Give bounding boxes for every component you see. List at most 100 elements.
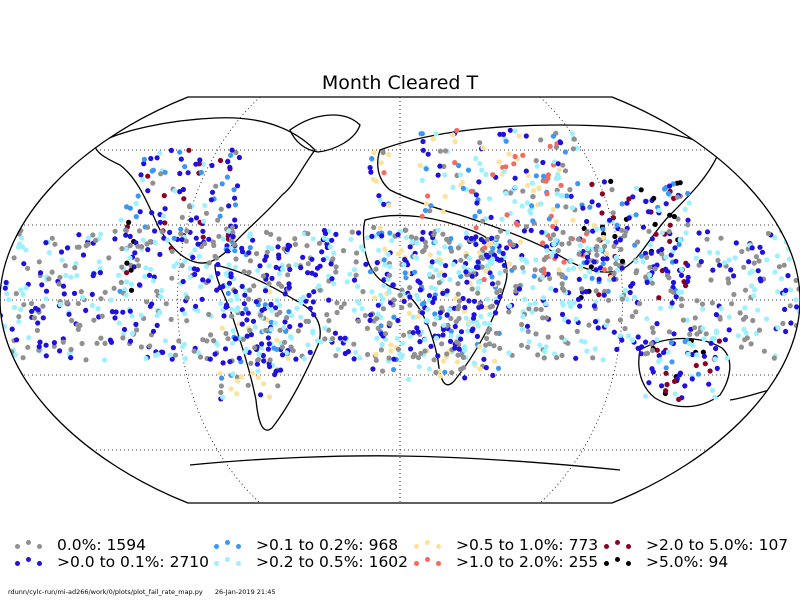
station-dot [483,365,489,371]
station-dot [333,269,339,275]
station-dot [277,302,283,308]
station-dot [643,339,649,345]
station-dot [458,366,464,372]
station-dot [123,232,129,238]
station-dot [524,259,530,265]
station-dot [129,313,135,319]
station-dot [520,188,526,194]
station-dot [35,320,41,326]
station-dot [516,133,522,139]
station-dot [14,337,20,343]
station-dot [796,265,800,271]
station-dot [186,204,193,210]
station-dot [74,273,80,279]
station-dot [468,188,474,194]
station-dot [140,237,146,243]
station-dot [23,285,29,291]
station-dot [311,289,317,295]
station-dot [555,161,561,167]
station-dot [602,288,608,294]
station-dot [573,355,579,361]
station-dot [169,275,175,281]
station-dot [420,229,426,235]
station-dot [206,236,212,242]
station-dot [700,349,707,355]
station-dot [128,281,134,287]
station-dot [543,178,549,184]
station-dot [0,337,4,343]
station-dot [230,371,236,377]
station-dot [522,296,528,302]
station-dot [154,312,160,319]
station-dot [567,187,573,193]
station-dot [532,300,538,306]
station-dot [440,290,446,296]
legend-item-0: 0.0%: 1594 [15,536,146,554]
station-dot [246,269,252,275]
station-dot [676,396,682,402]
station-dot [230,328,236,334]
station-dot [74,244,80,250]
station-dot [417,287,423,293]
station-dot [136,282,143,288]
station-dot [266,281,272,287]
station-dot [202,241,208,247]
station-dot [494,234,500,240]
station-dot [452,138,458,145]
station-dot [441,358,447,364]
station-dot [369,289,375,295]
station-dot [403,227,409,233]
station-dot [126,219,132,225]
station-dot [180,186,186,193]
station-dot [610,215,617,221]
station-dot [689,376,695,382]
station-dot [489,274,495,280]
station-dot [380,306,386,312]
station-dot [469,273,475,279]
station-dot [217,371,223,377]
station-dot [133,200,139,207]
station-dot [369,233,375,239]
station-dot [494,289,500,295]
station-dot [127,308,133,314]
station-dot [493,242,499,248]
station-dot [534,163,540,169]
station-dot [487,326,493,332]
station-dot [169,356,175,362]
station-dot [86,235,92,241]
station-dot [292,236,298,242]
station-dot [162,206,168,212]
station-dot [564,193,570,199]
station-dot [763,316,770,322]
station-dot [606,297,612,303]
station-dot [148,155,154,162]
station-dot [402,256,408,263]
station-dot [776,264,783,270]
station-dot [725,276,731,282]
station-dot [330,256,336,262]
station-dot [619,265,625,271]
station-dot [221,313,227,319]
station-dot [559,273,565,280]
station-dot [637,301,643,307]
station-dot [591,303,598,309]
station-dot [232,248,238,254]
station-dot [359,305,365,312]
station-dot [576,276,582,282]
station-dot [246,234,253,240]
station-dot [226,262,232,268]
station-dot [278,367,284,373]
station-dot [455,281,461,287]
station-dot [592,319,599,325]
station-dot [426,293,433,299]
station-dot [566,240,572,246]
station-dot [75,326,81,332]
station-dot [394,335,400,341]
station-dot [511,265,518,271]
station-dot [239,249,246,255]
station-dot [790,355,796,361]
station-dot [310,328,316,334]
station-dot [68,274,74,280]
station-dot [191,348,197,354]
station-dot [622,325,628,332]
